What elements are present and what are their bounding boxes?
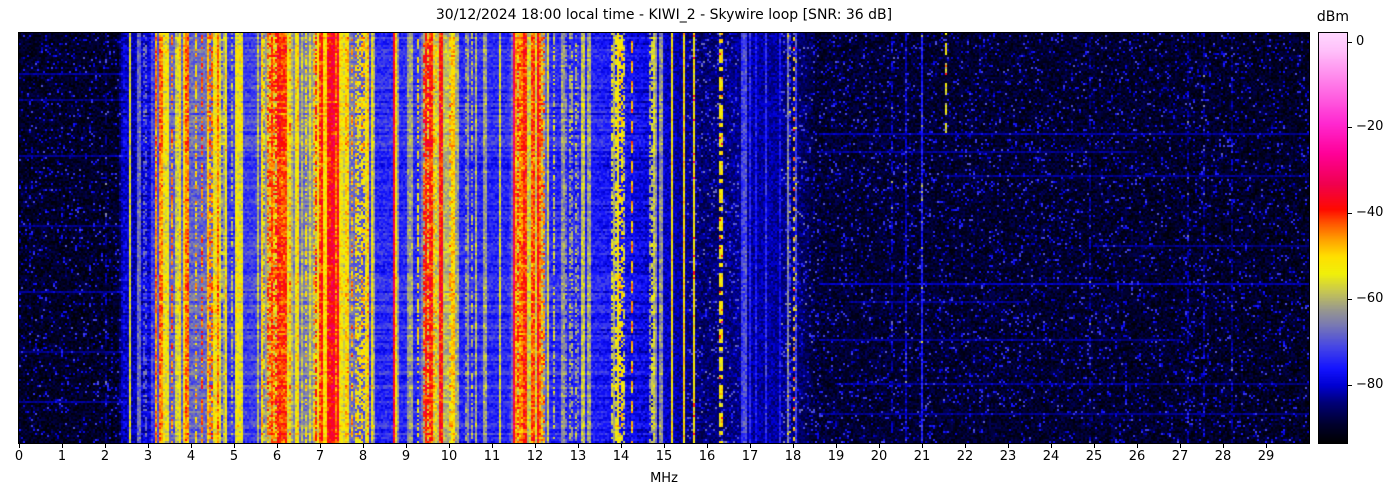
x-tick-mark <box>363 444 364 448</box>
x-tick-mark <box>879 444 880 448</box>
x-tick-mark <box>19 444 20 448</box>
x-tick-mark <box>1051 444 1052 448</box>
x-tick-label: 20 <box>870 449 888 464</box>
x-tick-mark <box>105 444 106 448</box>
x-tick-mark <box>836 444 837 448</box>
x-tick-mark <box>1137 444 1138 448</box>
x-tick-label: 26 <box>1128 449 1146 464</box>
x-tick-label: 12 <box>526 449 544 464</box>
x-tick-mark <box>621 444 622 448</box>
x-tick-label: 14 <box>612 449 630 464</box>
x-tick-label: 2 <box>100 449 110 464</box>
x-tick-label: 21 <box>913 449 931 464</box>
x-tick-mark <box>1094 444 1095 448</box>
x-tick-mark <box>793 444 794 448</box>
x-tick-label: 25 <box>1085 449 1103 464</box>
colorbar-tick-mark <box>1347 299 1352 301</box>
x-tick-label: 6 <box>272 449 282 464</box>
x-tick-mark <box>1266 444 1267 448</box>
x-tick-label: 16 <box>698 449 716 464</box>
x-tick-label: 22 <box>956 449 974 464</box>
x-tick-mark <box>965 444 966 448</box>
x-tick-mark <box>1223 444 1224 448</box>
colorbar-label: dBm <box>1316 9 1350 25</box>
x-tick-label: 4 <box>186 449 196 464</box>
x-tick-mark <box>922 444 923 448</box>
x-tick-label: 24 <box>1042 449 1060 464</box>
x-tick-label: 13 <box>569 449 587 464</box>
x-tick-label: 28 <box>1214 449 1232 464</box>
x-tick-mark <box>1008 444 1009 448</box>
colorbar-tick-label: −60 <box>1356 291 1384 307</box>
x-tick-mark <box>234 444 235 448</box>
plot-title: 30/12/2024 18:00 local time - KIWI_2 - S… <box>435 7 893 23</box>
x-tick-mark <box>1180 444 1181 448</box>
x-tick-label: 8 <box>358 449 368 464</box>
x-tick-label: 5 <box>229 449 239 464</box>
x-tick-mark <box>578 444 579 448</box>
x-tick-label: 0 <box>14 449 24 464</box>
x-tick-mark <box>62 444 63 448</box>
x-tick-mark <box>320 444 321 448</box>
x-tick-label: 11 <box>483 449 501 464</box>
x-tick-label: 19 <box>827 449 845 464</box>
x-tick-label: 29 <box>1257 449 1275 464</box>
x-tick-mark <box>148 444 149 448</box>
x-axis-label: MHz <box>650 471 678 486</box>
colorbar-tick-label: 0 <box>1356 33 1365 49</box>
colorbar-canvas <box>1318 32 1348 444</box>
x-tick-label: 23 <box>999 449 1017 464</box>
x-tick-label: 17 <box>741 449 759 464</box>
x-tick-label: 27 <box>1171 449 1189 464</box>
colorbar-tick-label: −20 <box>1356 119 1384 135</box>
spectrogram-canvas <box>18 32 1310 444</box>
x-tick-mark <box>707 444 708 448</box>
colorbar-tick-mark <box>1347 127 1352 129</box>
x-tick-label: 1 <box>57 449 67 464</box>
x-tick-label: 3 <box>143 449 153 464</box>
x-tick-mark <box>277 444 278 448</box>
x-tick-mark <box>406 444 407 448</box>
x-tick-label: 7 <box>315 449 325 464</box>
colorbar-tick-label: −80 <box>1356 377 1384 393</box>
x-tick-label: 15 <box>655 449 673 464</box>
x-tick-mark <box>664 444 665 448</box>
colorbar-tick-mark <box>1347 41 1352 43</box>
colorbar-tick-label: −40 <box>1356 205 1384 221</box>
x-tick-mark <box>449 444 450 448</box>
x-tick-mark <box>191 444 192 448</box>
x-tick-label: 18 <box>784 449 802 464</box>
colorbar-tick-mark <box>1347 213 1352 215</box>
colorbar-tick-mark <box>1347 385 1352 387</box>
x-tick-mark <box>535 444 536 448</box>
x-tick-label: 9 <box>401 449 411 464</box>
x-tick-mark <box>750 444 751 448</box>
x-tick-mark <box>492 444 493 448</box>
x-tick-label: 10 <box>440 449 458 464</box>
